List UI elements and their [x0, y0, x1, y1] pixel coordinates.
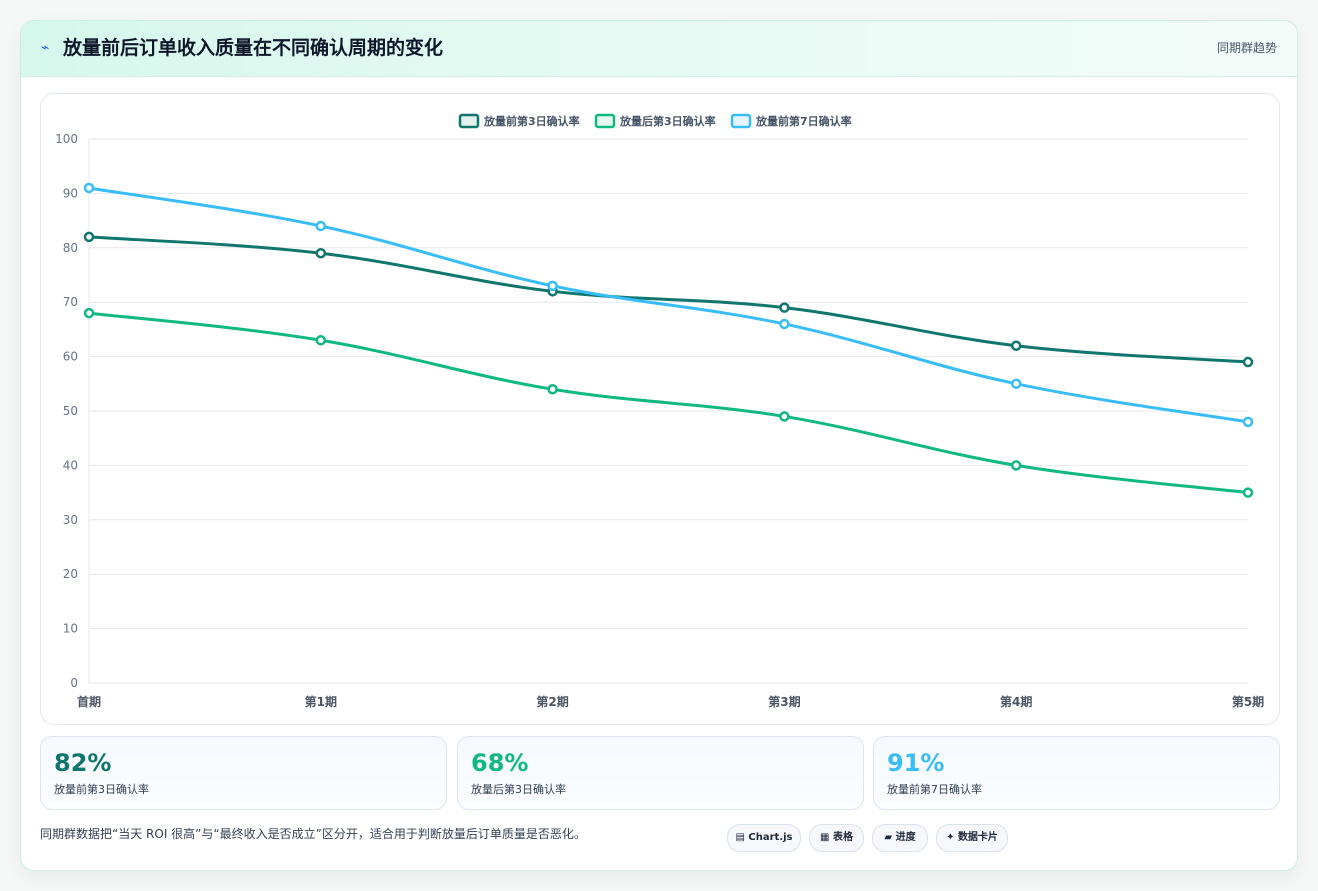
stat-value: 91%: [887, 749, 945, 777]
chip-table[interactable]: ▦ 表格: [809, 824, 864, 852]
y-tick-label: 100: [55, 132, 78, 146]
sparkle-icon: ✦: [946, 832, 955, 843]
y-tick-label: 50: [63, 404, 78, 418]
y-tick-label: 10: [63, 622, 78, 636]
cohort-trend-link[interactable]: 同期群趋势: [1216, 41, 1277, 55]
legend-swatch: [458, 113, 480, 129]
chart-card: ⌁ 放量前后订单收入质量在不同确认周期的变化 同期群趋势 0 10 20 30 40 50…: [20, 20, 1298, 871]
chip-data-card[interactable]: ✦ 数据卡片: [936, 824, 1008, 852]
data-point: [83, 182, 95, 194]
y-tick-label: 40: [63, 458, 78, 472]
legend-swatch: [730, 113, 752, 129]
series-line-3: [87, 186, 1250, 424]
y-tick-label: 80: [63, 241, 78, 255]
stat-value: 82%: [54, 749, 112, 777]
y-tick-label: 0: [70, 676, 78, 690]
x-tick-label: 首期: [77, 694, 101, 709]
y-tick-label: 60: [63, 350, 78, 364]
footnote: 同期群数据把“当天 ROI 很高”与“最终收入是否成立”区分开，适合用于判断放量…: [40, 827, 586, 841]
x-tick-label: 第2期: [536, 694, 568, 709]
x-tick-label: 第5期: [1232, 694, 1264, 709]
chart-icon: ▤: [735, 832, 745, 843]
line-chart-container: 0 10 20 30 40 50 60 70 80 90 100 首期 第1期 第2期 第3期 第4期 第5期 放…: [40, 93, 1280, 725]
x-tick-label: 第3期: [768, 694, 800, 709]
data-point: [1010, 460, 1022, 471]
chip-label: 表格: [832, 832, 853, 843]
progress-icon: ▰: [884, 832, 893, 843]
stat-label: 放量后第3日确认率: [471, 783, 566, 796]
data-point: [1242, 416, 1254, 428]
data-point: [779, 411, 790, 422]
y-tick-label: 30: [63, 513, 78, 527]
series-line-1: [87, 235, 1250, 364]
stat-value: 68%: [471, 749, 529, 777]
legend-label: 放量前第7日确认率: [755, 114, 852, 128]
stat-label: 放量前第3日确认率: [54, 783, 149, 796]
lightning-icon: ⌁: [41, 40, 50, 56]
stat-label: 放量前第7日确认率: [887, 783, 982, 796]
data-point: [547, 280, 558, 292]
data-point: [315, 247, 327, 259]
stat-card-pre-7day: 91% 放量前第7日确认率: [873, 736, 1280, 810]
chip-label: 数据卡片: [957, 832, 998, 843]
data-point: [779, 318, 790, 330]
chip-label: Chart.js: [748, 832, 793, 843]
data-point: [315, 220, 327, 232]
legend-label: 放量前第3日确认率: [483, 114, 580, 128]
stat-card-pre-3day: 82% 放量前第3日确认率: [40, 736, 447, 810]
line-chart: 0 10 20 30 40 50 60 70 80 90 100 首期 第1期 第2期 第3期 第4期 第5期 放…: [55, 113, 1264, 709]
legend-swatch: [594, 113, 616, 129]
chip-chartjs[interactable]: ▤ Chart.js: [727, 824, 801, 852]
card-header: ⌁ 放量前后订单收入质量在不同确认周期的变化 同期群趋势: [21, 21, 1297, 77]
x-tick-label: 第4期: [1000, 694, 1032, 709]
chip-label: 进度: [895, 832, 916, 843]
data-point: [1010, 340, 1022, 351]
y-tick-label: 90: [63, 186, 78, 200]
legend-label: 放量后第3日确认率: [619, 114, 716, 128]
data-point: [83, 231, 95, 243]
x-tick-label: 第1期: [305, 694, 337, 709]
data-point: [1010, 378, 1022, 390]
data-point: [1242, 487, 1254, 498]
chip-progress[interactable]: ▰ 进度: [872, 824, 928, 852]
page-title: 放量前后订单收入质量在不同确认周期的变化: [63, 37, 444, 59]
data-point: [315, 335, 327, 346]
series-line-2: [87, 311, 1250, 495]
stat-card-post-3day: 68% 放量后第3日确认率: [457, 736, 864, 810]
data-point: [779, 302, 790, 313]
data-point: [1242, 356, 1254, 368]
table-icon: ▦: [820, 832, 830, 843]
y-tick-label: 70: [63, 295, 78, 309]
y-tick-label: 20: [63, 567, 78, 581]
data-point: [83, 307, 95, 319]
data-point: [547, 383, 558, 395]
